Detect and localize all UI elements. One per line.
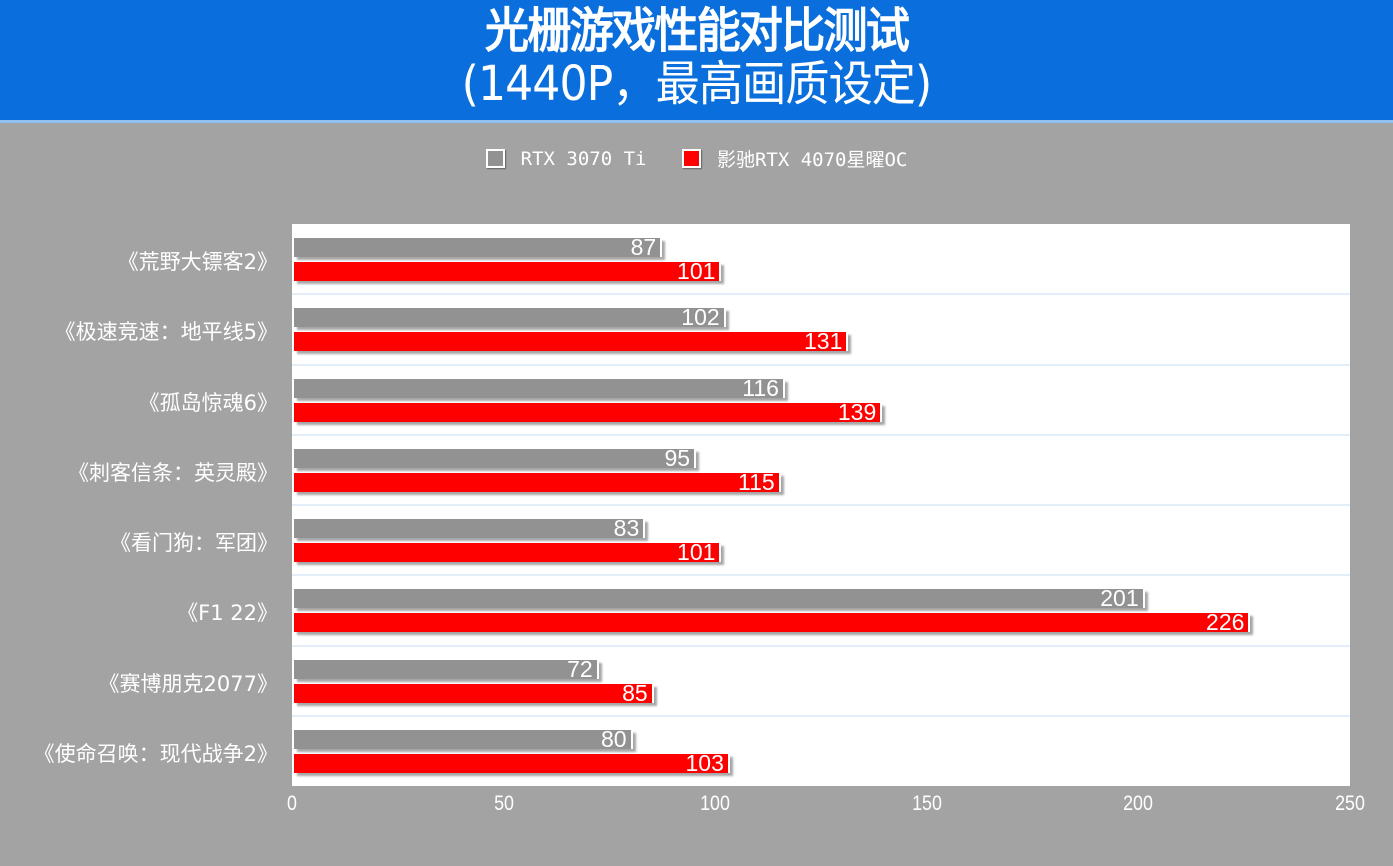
- chart-subtitle: (1440P，最高画质设定): [461, 56, 933, 112]
- bar-rtx3070ti: 80: [294, 725, 633, 752]
- bar-value-label: 72: [567, 655, 593, 682]
- row-divider: [292, 363, 1350, 366]
- bar-value-label: 85: [622, 679, 648, 706]
- category-label: 《极速竞速：地平线5》: [54, 320, 278, 345]
- x-tick-label: 150: [911, 792, 942, 815]
- bar-rtx3070ti: 87: [294, 234, 663, 260]
- x-tick-label: 200: [1123, 792, 1154, 815]
- category-label: 《刺客信条：英灵殿》: [68, 460, 278, 485]
- x-tick-label: 50: [493, 792, 514, 815]
- row-divider: [292, 644, 1350, 647]
- bar-value-label: 226: [1206, 609, 1245, 636]
- bar-rtx3070ti: 72: [294, 655, 599, 682]
- bar-value-label: 201: [1100, 585, 1139, 612]
- legend-swatch-red: [681, 149, 701, 168]
- row-divider: [292, 293, 1350, 296]
- bar-value-label: 116: [742, 374, 779, 401]
- bar-rtx4070: 101: [294, 258, 722, 284]
- bar-value-label: 101: [677, 539, 716, 565]
- x-tick-label: 100: [700, 792, 731, 815]
- legend-swatch-gray: [485, 149, 505, 168]
- category-label: 《赛博朋克2077》: [98, 671, 278, 696]
- category-label: 《看门狗：军团》: [110, 531, 278, 555]
- bar-rtx3070ti: 83: [294, 515, 646, 541]
- row-divider: [292, 574, 1350, 577]
- category-label: 《荒野大镖客2》: [117, 250, 278, 274]
- plot-area: 87 101 102 131 116 139 95 115 83 101 201 226 72 85 80 1…: [292, 224, 1350, 786]
- legend-item-rtx3070ti: RTX 3070 Ti: [485, 147, 647, 170]
- bar-value-label: 87: [630, 234, 657, 260]
- bar-rtx4070: 103: [294, 749, 730, 776]
- legend-item-rtx4070: 影驰RTX 4070星曜OC: [681, 145, 908, 172]
- category-label: 《使命召唤：现代战争2》: [33, 741, 278, 766]
- x-tick-label: 0: [287, 792, 297, 815]
- bar-value-label: 80: [600, 725, 627, 752]
- row-divider: [292, 433, 1350, 436]
- legend: RTX 3070 Ti 影驰RTX 4070星曜OC: [0, 145, 1393, 173]
- bar-rtx4070: 226: [294, 609, 1251, 636]
- bar-value-label: 102: [681, 304, 720, 331]
- bar-rtx4070: 85: [294, 679, 654, 706]
- x-tick-label: 250: [1335, 792, 1365, 815]
- bar-value-label: 83: [613, 515, 640, 541]
- row-divider: [292, 714, 1350, 717]
- legend-label: 影驰RTX 4070星曜OC: [716, 149, 908, 171]
- category-label: 《孤岛惊魂6》: [138, 390, 278, 415]
- chart-header: 光栅游戏性能对比测试 (1440P，最高画质设定): [0, 0, 1393, 123]
- legend-label: RTX 3070 Ti: [520, 147, 647, 170]
- chart-title: 光栅游戏性能对比测试: [484, 3, 910, 59]
- bar-rtx4070: 115: [294, 468, 781, 495]
- bar-value-label: 139: [837, 398, 877, 425]
- bar-value-label: 101: [677, 258, 716, 284]
- bar-value-label: 95: [664, 444, 691, 471]
- bar-rtx4070: 131: [294, 328, 849, 355]
- bar-rtx3070ti: 95: [294, 444, 697, 471]
- bar-rtx3070ti: 102: [294, 304, 726, 331]
- bar-rtx3070ti: 116: [294, 374, 785, 401]
- bar-value-label: 115: [738, 468, 775, 495]
- bar-value-label: 131: [804, 328, 843, 355]
- bar-rtx4070: 139: [294, 398, 883, 425]
- bar-rtx4070: 101: [294, 539, 722, 565]
- category-label: 《F1 22》: [177, 601, 278, 626]
- row-divider: [292, 504, 1350, 506]
- bar-value-label: 103: [685, 749, 724, 776]
- bar-rtx3070ti: 201: [294, 585, 1145, 612]
